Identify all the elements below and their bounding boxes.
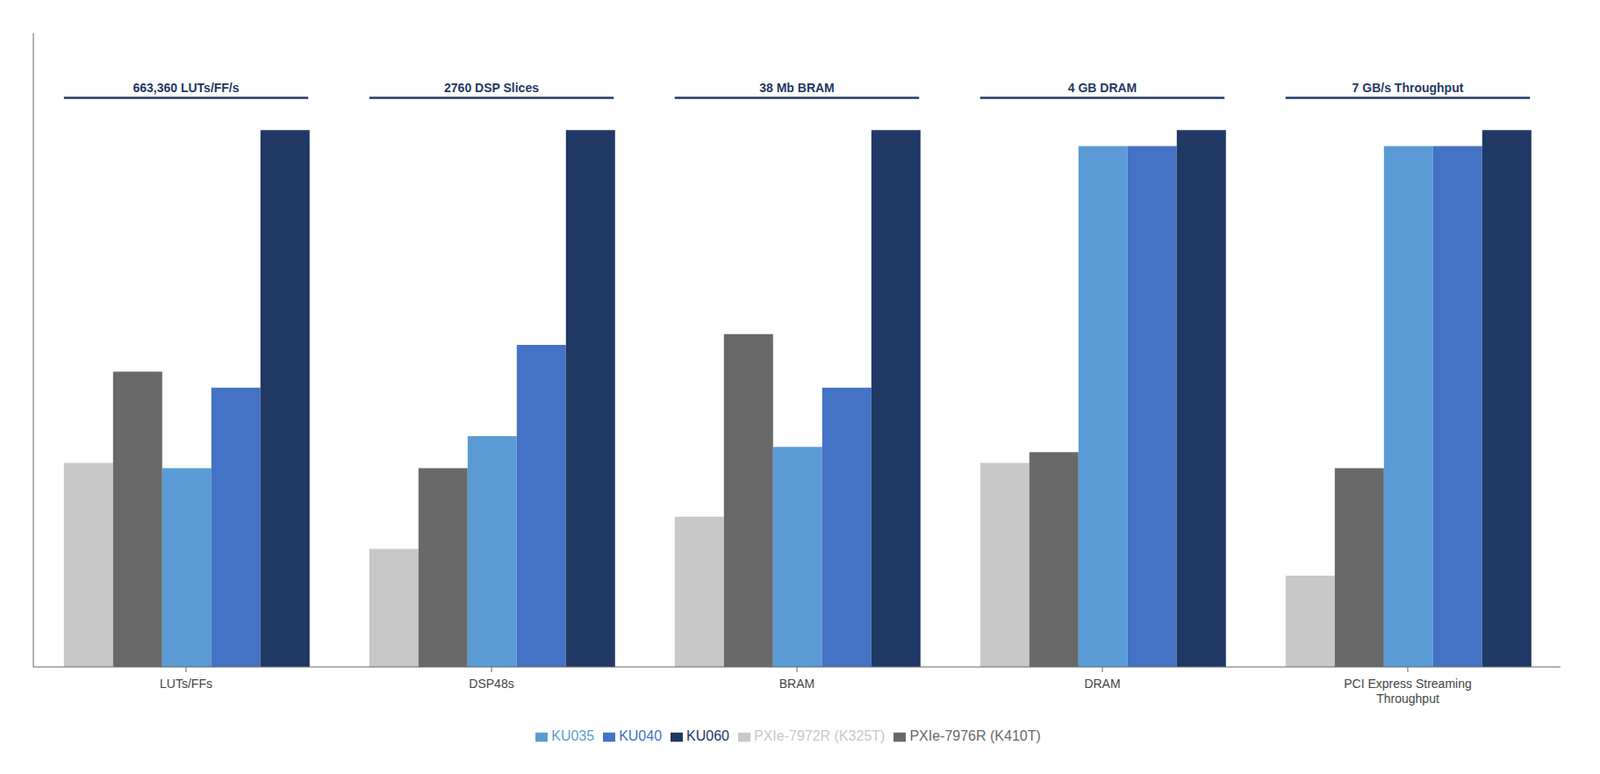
svg-text:BRAM: BRAM [779,676,815,691]
svg-text:PCI Express StreamingThroughpu: PCI Express StreamingThroughput [1343,676,1472,706]
html-text:KU040: KU040 [618,728,662,744]
html-text:KU035: KU035 [551,728,595,744]
html-text:PXIe-7972R (K325T): PXIe-7972R (K325T) [753,728,886,744]
html-text:PXIe-7976R (K410T): PXIe-7976R (K410T) [909,728,1041,744]
svg-text:LUTs/FFs: LUTs/FFs [159,676,213,691]
svg-text:2760 DSP Slices: 2760 DSP Slices [444,80,539,95]
svg-text:4 GB DRAM: 4 GB DRAM [1068,80,1138,95]
svg-text:38 Mb BRAM: 38 Mb BRAM [759,80,835,95]
svg-text:7 GB/s Throughput: 7 GB/s Throughput [1352,80,1464,95]
svg-text:DRAM: DRAM [1083,676,1120,691]
svg-text:663,360 LUTs/FF/s: 663,360 LUTs/FF/s [132,80,239,95]
svg-text:DSP48s: DSP48s [468,676,514,691]
html-text:KU060: KU060 [686,728,730,744]
